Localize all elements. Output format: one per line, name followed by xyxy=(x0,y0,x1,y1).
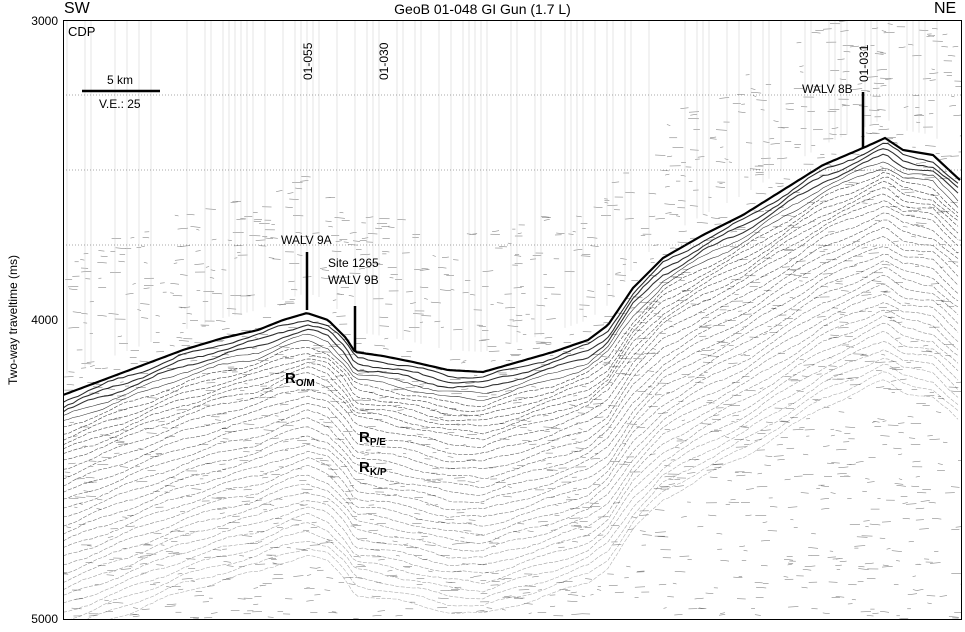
y-tick-label: 4000 xyxy=(31,313,58,327)
reflector-line xyxy=(63,180,959,441)
reflector-line xyxy=(63,187,959,446)
reflector-line xyxy=(63,349,959,604)
reflector-line xyxy=(63,153,959,413)
site-label-walv9b: WALV 9B xyxy=(328,273,379,287)
scale-bar-distance: 5 km xyxy=(107,73,134,87)
reflector-line xyxy=(63,161,959,416)
reflector-line xyxy=(106,379,959,620)
reflector-line xyxy=(63,315,959,575)
y-tick-label: 3000 xyxy=(31,14,58,28)
reflector-line xyxy=(63,236,959,493)
reflector-line xyxy=(63,168,959,421)
direction-label-ne: NE xyxy=(934,0,957,17)
vertical-trace-lines xyxy=(66,20,938,374)
reflector-line xyxy=(68,364,959,620)
reflector-line xyxy=(63,253,959,509)
vertical-exaggeration: V.E.: 25 xyxy=(99,97,141,111)
reflector-line xyxy=(63,358,959,613)
core-label-01-030: 01-030 xyxy=(377,42,391,80)
reflector-line xyxy=(63,266,959,527)
reflector-line xyxy=(63,322,959,583)
site-label-walv8b: WALV 8B xyxy=(802,82,853,96)
reflector-line xyxy=(63,283,959,542)
reflector-label-kp: RK/P xyxy=(359,459,387,478)
reflector-line xyxy=(84,371,959,620)
seismic-section xyxy=(63,20,962,620)
figure-title: GeoB 01-048 GI Gun (1.7 L) xyxy=(394,1,571,17)
reflector-line xyxy=(63,212,959,470)
reflector-line xyxy=(63,172,959,428)
reflector-line xyxy=(63,148,959,409)
reflector-line xyxy=(63,260,959,518)
reflector-line xyxy=(63,227,959,487)
reflector-line xyxy=(63,219,959,480)
reflector-line xyxy=(63,340,959,596)
reflector-label-pe: RP/E xyxy=(359,429,386,448)
reflector-line xyxy=(63,302,959,557)
core-label-01-055: 01-055 xyxy=(301,42,315,80)
y-tick-label: 5000 xyxy=(31,612,58,626)
direction-label-sw: SW xyxy=(64,0,90,17)
site-label-walv9a: WALV 9A xyxy=(281,233,332,247)
seafloor-reflector xyxy=(63,136,961,397)
noise-strokes xyxy=(63,20,962,620)
site-label-site1265: Site 1265 xyxy=(328,256,379,270)
reflector-line xyxy=(63,176,959,435)
cdp-label: CDP xyxy=(68,24,96,39)
reflector-line xyxy=(63,331,959,591)
seismic-profile-panel: CDP 5 km V.E.: 25 01-055 01-030 01-031 W… xyxy=(63,20,962,620)
reflector-line xyxy=(63,193,959,450)
reflector-lines xyxy=(63,142,959,620)
seismic-noise-texture xyxy=(63,20,962,620)
reflector-line xyxy=(63,206,959,461)
reflector-label-om: RO/M xyxy=(285,370,315,389)
reflector-line xyxy=(63,274,959,535)
core-label-01-031: 01-031 xyxy=(857,44,871,82)
reflector-line xyxy=(63,309,959,565)
trace-strokes xyxy=(66,20,938,374)
panel-frame xyxy=(63,20,962,620)
reflector-line xyxy=(63,142,959,403)
